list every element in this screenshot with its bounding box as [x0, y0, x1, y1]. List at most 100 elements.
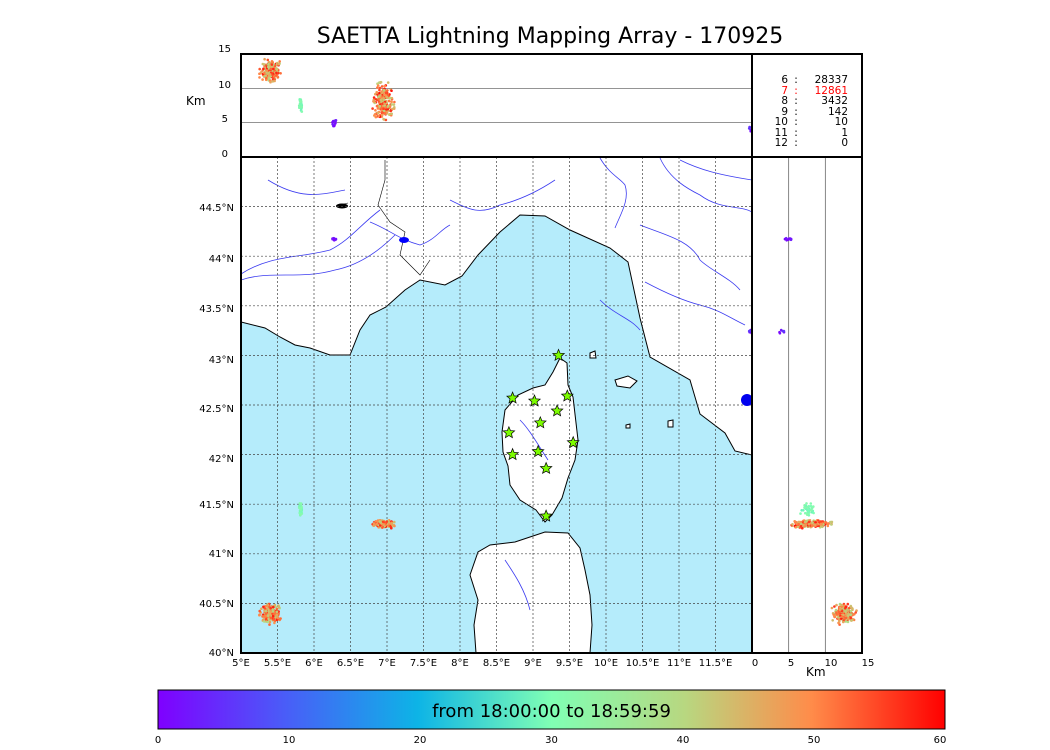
lon-tick-labels: 5°E 5.5°E 6°E 6.5°E 7°E 7.5°E 8°E 8.5°E …	[232, 658, 732, 669]
station-marker	[539, 461, 553, 475]
station-marker	[502, 425, 516, 439]
lightning-source-dot	[797, 523, 800, 526]
altitude-lightning-sources	[258, 57, 752, 133]
lake	[336, 203, 348, 209]
lightning-source-dot	[833, 615, 836, 618]
lightning-source-dot	[390, 89, 393, 92]
lightning-source-dot	[376, 106, 380, 110]
lightning-source-dot	[382, 96, 385, 100]
lightning-source-dot	[390, 526, 393, 530]
lightning-source-dot	[804, 511, 807, 515]
lightning-source-dot	[814, 521, 817, 524]
count-separator: :	[794, 95, 798, 107]
lightning-source-dot	[827, 522, 830, 526]
lightning-source-dot	[844, 605, 848, 609]
lightning-source-dot	[390, 96, 394, 100]
lightning-source-dot	[809, 502, 813, 505]
count-level: 6	[781, 74, 788, 86]
lightning-source-dot	[379, 99, 383, 102]
lightning-source-dot	[748, 329, 752, 333]
lightning-source-dot	[378, 104, 382, 108]
lightning-source-dot	[387, 99, 391, 103]
lightning-source-dot	[797, 520, 801, 524]
count-row: 12: 0	[758, 138, 856, 149]
lightning-source-dot	[263, 63, 266, 66]
count-separator: :	[794, 137, 798, 149]
offmap-source	[741, 394, 753, 406]
count-level: 12	[774, 137, 788, 149]
lightning-source-dot	[390, 103, 394, 106]
lightning-source-dot	[805, 502, 808, 505]
lightning-source-dot	[390, 100, 393, 104]
count-value: 0	[841, 137, 848, 149]
corsica	[501, 357, 579, 523]
lightning-source-dot	[376, 84, 380, 87]
lightning-source-dot	[809, 504, 813, 508]
count-level: 10	[774, 116, 788, 128]
lightning-source-dot	[837, 621, 840, 625]
lightning-source-dot	[381, 111, 384, 114]
count-separator: :	[794, 116, 798, 128]
elba	[614, 375, 638, 389]
lightning-source-dot	[299, 100, 303, 103]
lightning-source-dot	[391, 523, 394, 527]
lightning-source-dot	[333, 119, 337, 122]
lightning-source-dot	[802, 523, 805, 527]
lightning-source-dot	[269, 67, 273, 71]
lightning-source-dot	[386, 108, 390, 111]
side-tick-label: 15	[862, 658, 875, 669]
lightning-source-dot	[379, 94, 382, 97]
lightning-source-dot	[267, 610, 271, 613]
lightning-source-dot	[263, 615, 266, 618]
lon-tick-label: 9.5°E	[556, 658, 583, 669]
lightning-source-dot	[272, 605, 275, 609]
colorbar-label: from 18:00:00 to 18:59:59	[432, 701, 671, 722]
lightning-source-dot	[300, 110, 304, 113]
lightning-source-dot	[849, 613, 853, 616]
lightning-source-dot	[782, 329, 786, 333]
lightning-source-dot	[385, 95, 389, 99]
lightning-source-dot	[374, 520, 378, 523]
lightning-source-dot	[258, 76, 261, 79]
lon-tick-label: 5.5°E	[264, 658, 291, 669]
lightning-source-dot	[807, 523, 811, 526]
lightning-source-dot	[299, 513, 302, 516]
lightning-source-dot	[840, 615, 843, 618]
lightning-source-dot	[778, 331, 782, 335]
lon-tick-label: 9°E	[524, 658, 542, 669]
lightning-source-dot	[842, 613, 845, 617]
lat-tick-labels: 40°N 40.5°N 41°N 41.5°N 42°N 42.5°N 43°N…	[199, 203, 234, 659]
lightning-source-dot	[269, 607, 273, 610]
station-marker	[506, 447, 520, 461]
lightning-source-dot	[376, 86, 379, 89]
lightning-source-dot	[809, 509, 813, 512]
lightning-source-dot	[851, 608, 854, 611]
lightning-source-dot	[386, 104, 390, 108]
lightning-source-dot	[271, 614, 275, 618]
count-level: 9	[781, 105, 788, 118]
lightning-source-dot	[836, 612, 839, 616]
lightning-source-dot	[802, 509, 805, 512]
side-tick-labels: 0 5 10 15 Km	[752, 658, 875, 679]
lightning-source-dot	[268, 73, 272, 76]
lightning-source-dot	[817, 519, 820, 522]
lon-tick-label: 11°E	[667, 658, 691, 669]
lightning-source-dot	[840, 603, 843, 607]
count-row: 7: 12861	[758, 84, 856, 97]
altitude-axis-label: Km	[186, 94, 206, 108]
lat-tick-label: 41.5°N	[199, 500, 234, 511]
lightning-source-dot	[258, 613, 261, 617]
lightning-source-dot	[379, 107, 383, 110]
lightning-source-dot	[386, 89, 389, 92]
lightning-source-dot	[783, 237, 787, 241]
station-marker	[560, 389, 574, 402]
lightning-source-dot	[264, 76, 268, 80]
lat-tick-label: 43°N	[209, 355, 234, 366]
count-value: 12861	[814, 84, 848, 97]
lightning-source-dot	[383, 84, 387, 88]
lightning-source-dot	[271, 73, 274, 76]
lightning-source-dot	[381, 91, 385, 94]
lightning-source-dot	[799, 512, 802, 515]
lightning-source-dot	[791, 523, 794, 526]
lon-tick-label: 11.5°E	[699, 658, 733, 669]
